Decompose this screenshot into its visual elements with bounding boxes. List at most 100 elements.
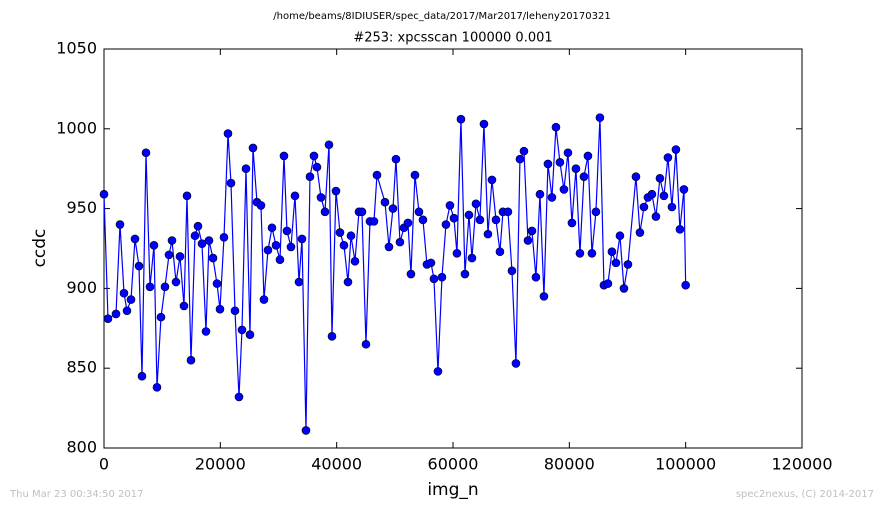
point <box>623 260 633 269</box>
point <box>126 295 136 304</box>
point <box>156 312 166 322</box>
point <box>152 383 162 392</box>
point <box>263 245 273 255</box>
point <box>388 204 398 213</box>
point <box>460 269 470 279</box>
point <box>551 122 561 132</box>
point <box>631 172 641 181</box>
point <box>248 143 258 153</box>
point <box>226 178 236 188</box>
point <box>511 359 521 368</box>
y-tick-label: 950 <box>66 198 97 217</box>
point <box>193 221 203 231</box>
point <box>316 193 326 202</box>
x-tick-label: 40000 <box>311 455 362 474</box>
point <box>433 367 443 376</box>
point <box>527 226 537 236</box>
point <box>297 234 307 244</box>
point <box>267 223 277 233</box>
point <box>357 207 367 217</box>
y-tick-label: 850 <box>66 358 97 377</box>
point <box>611 258 621 268</box>
point <box>414 207 424 217</box>
point <box>591 207 601 217</box>
point <box>179 301 189 311</box>
point <box>256 201 266 210</box>
point <box>372 170 382 180</box>
point <box>339 241 349 250</box>
point <box>519 146 529 156</box>
y-tick-label: 1050 <box>56 39 97 58</box>
point <box>384 242 394 252</box>
point <box>99 189 109 199</box>
point <box>164 250 174 260</box>
x-tick-label: 0 <box>99 455 109 474</box>
point <box>603 279 613 288</box>
point <box>555 158 565 167</box>
point <box>418 215 428 225</box>
point <box>619 284 629 293</box>
point <box>426 258 436 268</box>
point <box>503 207 513 217</box>
point <box>149 241 159 250</box>
point <box>639 202 649 212</box>
point <box>547 193 557 202</box>
point <box>115 220 125 229</box>
point <box>563 148 573 158</box>
point <box>301 426 311 435</box>
point <box>275 255 285 264</box>
point <box>208 253 218 263</box>
point <box>175 252 185 261</box>
point <box>567 218 577 228</box>
point <box>406 269 416 279</box>
point <box>141 148 151 158</box>
point <box>647 189 657 199</box>
point <box>659 191 669 201</box>
point <box>471 199 481 209</box>
point <box>312 162 322 172</box>
point <box>119 288 129 298</box>
point <box>241 164 251 173</box>
point <box>655 173 665 183</box>
point <box>479 119 489 129</box>
point <box>219 233 229 242</box>
point <box>380 197 390 207</box>
point <box>429 274 439 284</box>
point <box>441 220 451 229</box>
x-tick-label: 60000 <box>428 455 479 474</box>
point <box>579 172 589 181</box>
point <box>410 170 420 180</box>
point <box>475 215 485 225</box>
point <box>197 239 207 249</box>
point <box>449 213 459 223</box>
point <box>259 295 269 304</box>
point <box>279 151 289 161</box>
point <box>103 314 113 324</box>
point <box>464 210 474 220</box>
point <box>282 226 292 236</box>
point <box>495 247 505 256</box>
point <box>182 191 192 201</box>
point <box>456 114 466 124</box>
point <box>171 277 181 287</box>
point <box>467 253 477 263</box>
y-tick-label: 900 <box>66 278 97 297</box>
point <box>671 145 681 154</box>
point <box>583 151 593 161</box>
point <box>487 175 497 185</box>
point <box>515 154 525 164</box>
x-axis-label: img_n <box>427 480 478 500</box>
x-tick-label: 20000 <box>195 455 246 474</box>
point <box>531 272 541 282</box>
point <box>294 277 304 287</box>
y-axis-label: ccdc <box>30 229 50 268</box>
point <box>305 172 315 181</box>
footer-left: Thu Mar 23 00:34:50 2017 <box>9 489 143 500</box>
point <box>651 212 661 221</box>
point <box>331 186 341 196</box>
point <box>369 217 379 226</box>
point <box>234 392 244 402</box>
point <box>491 215 501 225</box>
suptitle: /home/beams/8IDIUSER/spec_data/2017/Mar2… <box>273 11 610 22</box>
point <box>403 218 413 228</box>
